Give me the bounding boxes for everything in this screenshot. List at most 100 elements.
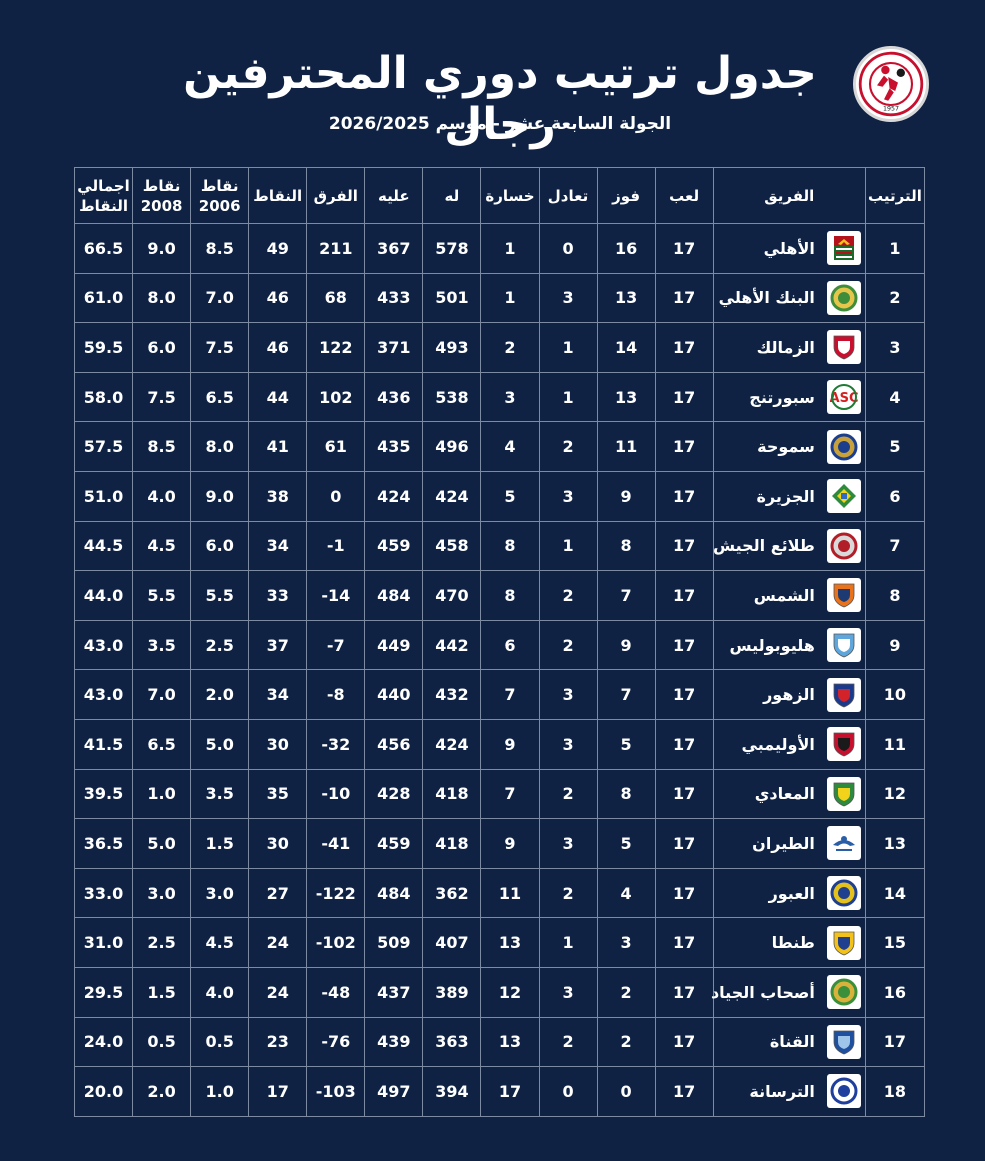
cell-drawn: 1 [538,917,598,968]
cell-won: 7 [596,669,656,720]
cell-total: 24.0 [73,1016,134,1068]
cell-total: 29.5 [73,966,134,1018]
cell-points: 38 [248,470,308,522]
cell-diff: -76 [306,1016,366,1068]
table-row: 51.0 4.0 9.0 38 0 424 424 5 3 9 17 الجزيرة 6 [73,470,926,522]
cell-points: 34 [248,669,308,720]
cell-played: 17 [654,421,714,472]
cell-points: 24 [248,917,308,968]
cell-team: الترسانة [712,1066,866,1117]
cell-team: الأوليمبي [712,718,866,770]
cell-pts2006: 6.0 [190,520,250,572]
col-pts2006: نقاط 2006 [190,167,250,224]
cell-played: 17 [654,1066,714,1117]
table-row: 36.5 5.0 1.5 30 -41 459 418 9 3 5 17 الطيران 13 [73,818,926,869]
cell-total: 58.0 [73,371,134,423]
cell-pts2006: 5.0 [190,718,250,770]
table-row: 43.0 3.5 2.5 37 -7 449 442 6 2 9 17 هليوبوليس 9 [73,619,926,671]
team-name: الترسانة [749,1081,815,1101]
cell-team: البنك الأهلي [712,272,866,324]
cell-pts2006: 0.5 [190,1016,250,1068]
col-total: اجمالي النقاط [73,167,134,224]
cell-played: 17 [654,1016,714,1068]
cell-pts2008: 8.0 [132,272,192,324]
cell-lost: 8 [480,520,540,572]
shield-crest-icon [826,1024,861,1059]
cell-played: 17 [654,917,714,968]
cell-points: 30 [248,818,308,869]
cell-for: 389 [422,966,482,1018]
cell-team: طنطا [712,917,866,968]
cell-points: 34 [248,520,308,572]
cell-drawn: 2 [538,1016,598,1068]
cell-diff: -102 [306,917,366,968]
shield-crest-icon [826,727,861,762]
cell-points: 27 [248,867,308,919]
cell-rank: 16 [864,966,926,1018]
cell-points: 24 [248,966,308,1018]
table-row: 61.0 8.0 7.0 46 68 433 501 1 3 13 17 البنك الأهلي 2 [73,272,926,324]
cell-diff: -48 [306,966,366,1018]
col-rank: الترتيب [864,167,926,224]
round-crest-icon [826,1074,861,1109]
shield-crest-icon [826,776,861,811]
team-name: البنك الأهلي [718,288,815,308]
team-name: المعادي [754,784,815,804]
cell-diff: -8 [306,669,366,720]
col-team: الفريق [712,167,866,224]
cell-rank: 6 [864,470,926,522]
cell-won: 0 [596,1066,656,1117]
cell-pts2006: 4.0 [190,966,250,1018]
cell-total: 39.5 [73,768,134,820]
cell-lost: 9 [480,718,540,770]
cell-points: 33 [248,570,308,621]
cell-for: 578 [422,223,482,274]
shield-crest-icon [826,677,861,712]
cell-rank: 17 [864,1016,926,1068]
table-row: 33.0 3.0 3.0 27 -122 484 362 11 2 4 17 العبور 14 [73,867,926,919]
cell-total: 33.0 [73,867,134,919]
cell-for: 493 [422,322,482,373]
team-name: سبورتنج [749,387,815,407]
cell-played: 17 [654,223,714,274]
cell-drawn: 3 [538,272,598,324]
cell-against: 456 [364,718,424,770]
cell-against: 459 [364,520,424,572]
cell-total: 41.5 [73,718,134,770]
cell-total: 44.0 [73,570,134,621]
cell-team: سبورتنج ASC [712,371,866,423]
cell-lost: 2 [480,322,540,373]
cell-pts2008: 8.5 [132,421,192,472]
cell-pts2006: 3.0 [190,867,250,919]
standings-table: اجمالي النقاط نقاط 2008 نقاط 2006 النقاط… [73,167,926,1117]
cell-team: الأهلي [712,223,866,274]
cell-for: 538 [422,371,482,423]
cell-pts2008: 6.0 [132,322,192,373]
cell-drawn: 2 [538,768,598,820]
cell-against: 449 [364,619,424,671]
table-row: 31.0 2.5 4.5 24 -102 509 407 13 1 3 17 طنطا 15 [73,917,926,968]
cell-diff: -1 [306,520,366,572]
cell-won: 8 [596,520,656,572]
cell-for: 496 [422,421,482,472]
page-title: جدول ترتيب دوري المحترفين رجال [183,48,817,150]
cell-lost: 1 [480,272,540,324]
cell-points: 46 [248,322,308,373]
cell-lost: 17 [480,1066,540,1117]
cell-won: 2 [596,966,656,1018]
cell-drawn: 3 [538,718,598,770]
cell-against: 367 [364,223,424,274]
cell-drawn: 1 [538,520,598,572]
table-row: 43.0 7.0 2.0 34 -8 440 432 7 3 7 17 الزهور 10 [73,669,926,720]
cell-rank: 4 [864,371,926,423]
cell-lost: 7 [480,768,540,820]
table-row: 66.5 9.0 8.5 49 211 367 578 1 0 16 17 الأهلي 1 [73,223,926,274]
cell-rank: 9 [864,619,926,671]
cell-team: أصحاب الجياد [711,966,866,1018]
col-diff: الفرق [306,167,366,224]
shield-crest-icon [826,628,861,663]
cell-points: 41 [248,421,308,472]
cell-pts2008: 7.0 [132,669,192,720]
cell-for: 424 [422,470,482,522]
cell-diff: -41 [306,818,366,869]
